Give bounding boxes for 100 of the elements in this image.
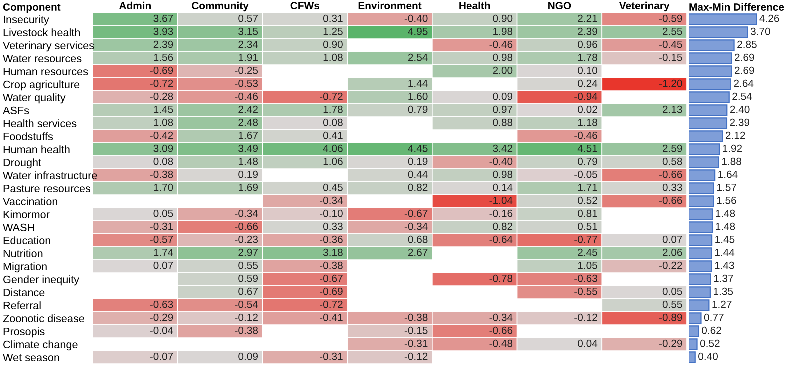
data-label: 3.67 <box>154 14 174 22</box>
data-label: 1.37 <box>714 274 734 282</box>
data-label: 0.82 <box>408 184 428 192</box>
data-label: -0.59 <box>659 14 682 22</box>
data-label: 1.91 <box>238 54 258 62</box>
data-label: 0.52 <box>578 196 598 204</box>
data-label: -0.77 <box>574 236 598 244</box>
y-tick-label: Distance <box>4 288 45 297</box>
y-tick-label: ASFs <box>3 106 30 115</box>
data-label: -0.66 <box>235 222 258 230</box>
data-label: 1.18 <box>578 118 598 126</box>
data-label: -0.55 <box>574 288 598 296</box>
data-label: 2.39 <box>154 40 174 48</box>
data-label: -0.42 <box>150 132 174 140</box>
data-label: 0.09 <box>493 92 513 100</box>
data-label: 1.88 <box>722 158 742 166</box>
data-label: 0.52 <box>700 340 720 348</box>
data-label: 0.09 <box>238 352 258 360</box>
data-label: 4.45 <box>408 145 428 152</box>
data-label: 0.19 <box>408 158 428 166</box>
data-label: 0.68 <box>408 236 428 244</box>
data-label: 1.08 <box>324 54 343 62</box>
data-label: -0.63 <box>150 300 174 308</box>
data-label: 0.07 <box>154 262 174 270</box>
data-label: 1.25 <box>324 28 343 36</box>
data-label: 0.57 <box>238 14 258 22</box>
data-label: 2.42 <box>238 106 258 114</box>
data-label: 2.45 <box>578 248 598 256</box>
data-label: -0.66 <box>659 170 682 178</box>
data-label: -0.10 <box>320 210 343 218</box>
data-label: 2.48 <box>238 118 258 126</box>
data-label: -0.25 <box>235 66 258 74</box>
data-label: 2.34 <box>238 40 258 48</box>
data-label: 1.92 <box>723 144 742 152</box>
data-label: -0.40 <box>404 14 428 22</box>
data-label: 1.60 <box>408 92 428 100</box>
data-label: 2.00 <box>493 66 513 74</box>
data-label: 0.90 <box>493 14 513 22</box>
x-tick-label: Veterinary <box>619 2 670 12</box>
data-label: -0.41 <box>320 314 343 322</box>
data-label: 0.55 <box>662 300 682 308</box>
data-label: 1.74 <box>154 249 174 256</box>
data-label: -0.67 <box>320 274 343 282</box>
data-label: 0.79 <box>578 158 598 166</box>
data-label: 1.98 <box>494 28 513 36</box>
data-label: -0.38 <box>320 262 343 270</box>
data-label: -0.31 <box>404 340 428 348</box>
data-label: 0.67 <box>238 288 258 296</box>
data-label: 2.97 <box>238 248 258 256</box>
data-label: 3.18 <box>323 248 343 256</box>
data-label: -0.29 <box>659 340 682 348</box>
y-tick-label: Climate change <box>4 340 78 351</box>
data-label: 0.08 <box>323 118 343 126</box>
data-label: 2.67 <box>408 248 428 256</box>
data-label: -0.38 <box>150 170 174 178</box>
data-label: 1.56 <box>154 54 174 62</box>
y-tick-label: Zoonotic disease <box>3 314 84 323</box>
data-label: 0.82 <box>493 222 513 230</box>
data-label: 1.70 <box>154 184 174 192</box>
data-label: 1.78 <box>578 54 598 62</box>
data-label: 4.95 <box>408 28 428 36</box>
data-label: -0.12 <box>235 314 258 322</box>
data-label: 0.44 <box>408 170 428 178</box>
data-label: 2.54 <box>732 92 752 100</box>
x-tick-label: Environment <box>358 2 422 10</box>
y-tick-label: Prosopis <box>4 328 45 338</box>
data-label: -0.69 <box>320 288 343 296</box>
y-axis-title: Component <box>3 4 61 13</box>
data-label: 0.90 <box>323 40 343 48</box>
data-label: -0.67 <box>404 210 428 218</box>
data-label: 2.55 <box>663 28 682 36</box>
data-label: -0.38 <box>404 314 428 322</box>
data-label: 2.69 <box>735 54 754 62</box>
data-label: 3.42 <box>493 144 513 152</box>
data-label: 2.64 <box>734 80 754 88</box>
data-label: -1.04 <box>490 196 513 204</box>
data-label: 0.88 <box>493 118 513 126</box>
x-tick-label: CFWs <box>290 2 320 10</box>
data-label: -0.15 <box>659 54 682 62</box>
data-label: 1.78 <box>324 106 343 114</box>
data-label: -0.29 <box>150 314 174 322</box>
data-label: 0.14 <box>493 184 513 192</box>
data-label: 0.62 <box>702 326 722 334</box>
data-label: 4.26 <box>760 14 780 22</box>
data-label: -0.34 <box>404 222 428 230</box>
data-label: -0.46 <box>490 40 513 48</box>
data-label: 1.44 <box>715 249 735 256</box>
data-label: -0.94 <box>574 92 598 100</box>
y-tick-label: Insecurity <box>4 16 50 26</box>
data-label: 0.05 <box>154 210 174 218</box>
data-label: 1.71 <box>578 184 598 192</box>
data-label: 0.79 <box>408 106 428 114</box>
data-label: 2.85 <box>738 40 757 48</box>
data-label: 1.56 <box>717 196 736 204</box>
data-label: 0.02 <box>578 106 598 114</box>
y-tick-label: Water quality <box>3 94 66 104</box>
data-label: 0.31 <box>323 14 343 22</box>
data-label: -0.31 <box>150 222 174 230</box>
data-label: 2.69 <box>735 66 754 74</box>
data-label: -0.63 <box>574 274 598 282</box>
